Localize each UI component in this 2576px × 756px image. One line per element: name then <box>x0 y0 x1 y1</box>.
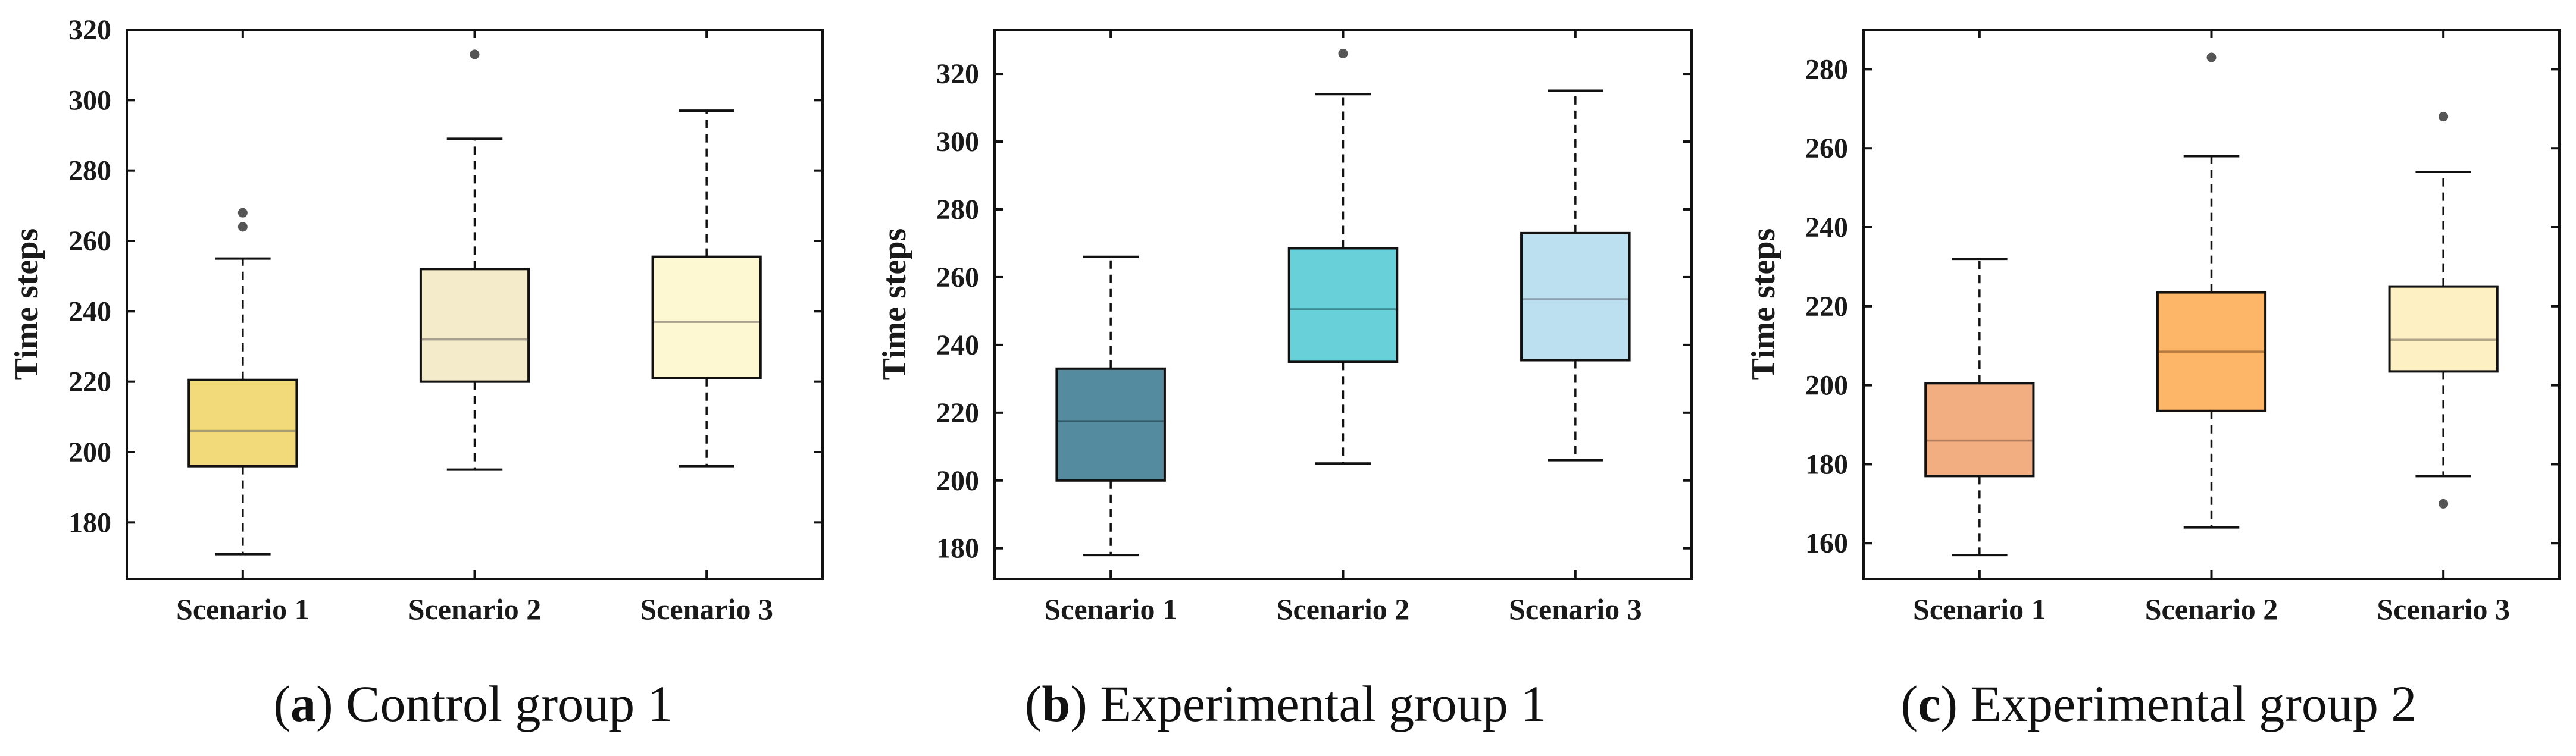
iqr-box <box>187 378 298 468</box>
box-2 <box>2156 52 2267 529</box>
y-tick-label: 260 <box>68 225 111 257</box>
y-tick-label: 280 <box>1805 54 1848 85</box>
iqr-box <box>1520 231 1631 362</box>
y-tick-label: 280 <box>68 155 111 187</box>
x-category-label: Scenario 1 <box>1044 592 1177 626</box>
y-tick-label: 160 <box>1805 528 1848 559</box>
y-tick-label: 180 <box>936 533 979 564</box>
x-category-label: Scenario 2 <box>2145 592 2278 626</box>
caption-letter: a <box>290 675 316 732</box>
box-1 <box>1924 258 2035 557</box>
box-3 <box>2388 112 2499 509</box>
chart-panel-c: 160 180 200 220 240 260 280 Time steps Scenario … <box>1745 29 2561 732</box>
iqr-box <box>1287 247 1399 363</box>
outlier-point <box>470 49 480 59</box>
outlier-point <box>2206 52 2217 62</box>
box-1 <box>1055 255 1166 557</box>
box-1 <box>187 208 298 556</box>
box-3 <box>1520 89 1631 462</box>
y-axis-label: Time steps <box>876 228 913 381</box>
y-tick-label: 180 <box>1805 448 1848 480</box>
outlier-point <box>237 208 248 218</box>
caption-letter: b <box>1042 675 1070 732</box>
y-tick-label: 200 <box>936 465 979 497</box>
panel-caption: (c) Experimental group 2 <box>1901 675 2417 732</box>
y-tick-label: 220 <box>1805 291 1848 322</box>
caption-letter: c <box>1918 675 1940 732</box>
y-tick-label: 200 <box>68 437 111 468</box>
y-axis-label: Time steps <box>1745 228 1782 381</box>
outlier-point <box>2439 498 2449 509</box>
y-tick-label: 220 <box>68 366 111 398</box>
x-category-label: Scenario 3 <box>1509 592 1642 626</box>
box-2 <box>419 49 530 471</box>
x-category-label: Scenario 2 <box>408 592 542 626</box>
iqr-box <box>1055 367 1166 482</box>
y-tick-label: 280 <box>936 194 979 225</box>
chart-panel-b: 180 200 220 240 260 280 300 320 Time steps Scenar… <box>876 29 1693 732</box>
y-tick-label: 240 <box>936 330 979 361</box>
outlier-point <box>237 222 248 232</box>
iqr-box <box>2388 285 2499 373</box>
y-tick-label: 320 <box>936 58 979 90</box>
y-tick-label: 200 <box>1805 370 1848 401</box>
box-2 <box>1287 48 1399 465</box>
outlier-point <box>1338 48 1348 58</box>
y-tick-label: 260 <box>936 262 979 293</box>
x-category-label: Scenario 1 <box>176 592 310 626</box>
y-tick-label: 320 <box>68 14 111 46</box>
y-tick-label: 240 <box>68 296 111 327</box>
outlier-point <box>2439 112 2449 122</box>
iqr-box <box>419 268 530 383</box>
y-tick-label: 260 <box>1805 133 1848 164</box>
x-category-label: Scenario 2 <box>1277 592 1410 626</box>
caption-text: ) Experimental group 1 <box>1070 675 1546 732</box>
y-tick-label: 300 <box>936 126 979 158</box>
x-category-label: Scenario 3 <box>2377 592 2510 626</box>
caption-text: ) Experimental group 2 <box>1940 675 2416 732</box>
panel-caption: (a) Control group 1 <box>273 675 673 732</box>
y-axis-label: Time steps <box>8 228 45 381</box>
box-3 <box>651 109 762 468</box>
x-category-label: Scenario 3 <box>640 592 773 626</box>
chart-panel-a: 180 200 220 240 260 280 300 320 Time steps Scenar… <box>8 14 824 732</box>
iqr-box <box>1924 382 2035 478</box>
y-tick-label: 180 <box>68 507 111 538</box>
y-tick-label: 240 <box>1805 212 1848 243</box>
iqr-box <box>651 255 762 379</box>
y-tick-label: 300 <box>68 84 111 116</box>
y-tick-label: 220 <box>936 397 979 429</box>
x-category-label: Scenario 1 <box>1913 592 2046 626</box>
caption-text: ) Control group 1 <box>316 675 673 732</box>
panel-caption: (b) Experimental group 1 <box>1025 675 1547 732</box>
